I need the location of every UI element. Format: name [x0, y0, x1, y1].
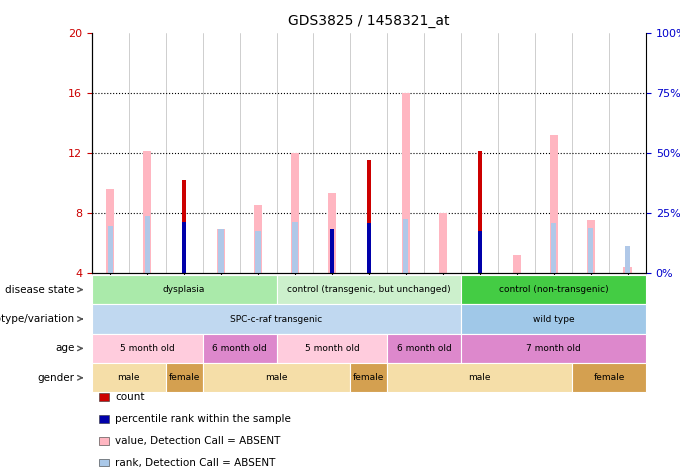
- Text: male: male: [265, 374, 288, 382]
- Text: genotype/variation: genotype/variation: [0, 314, 75, 324]
- Bar: [551, 223, 556, 273]
- Title: GDS3825 / 1458321_at: GDS3825 / 1458321_at: [288, 14, 449, 28]
- Text: 7 month old: 7 month old: [526, 344, 581, 353]
- Text: wild type: wild type: [533, 315, 575, 323]
- Bar: [143, 151, 151, 273]
- Bar: [513, 255, 521, 273]
- Bar: [439, 213, 447, 273]
- Text: control (transgenic, but unchanged): control (transgenic, but unchanged): [287, 285, 451, 294]
- Text: percentile rank within the sample: percentile rank within the sample: [115, 414, 291, 424]
- Bar: [145, 216, 150, 273]
- Bar: [367, 160, 371, 273]
- Text: control (non-transgenic): control (non-transgenic): [499, 285, 609, 294]
- Text: female: female: [353, 374, 385, 382]
- Bar: [549, 135, 558, 273]
- Text: 6 month old: 6 month old: [212, 344, 267, 353]
- Bar: [402, 93, 410, 273]
- Text: female: female: [594, 374, 625, 382]
- Text: count: count: [115, 392, 144, 402]
- Text: disease state: disease state: [5, 284, 75, 295]
- Text: SPC-c-raf transgenic: SPC-c-raf transgenic: [231, 315, 322, 323]
- Bar: [218, 229, 224, 273]
- Text: 5 month old: 5 month old: [120, 344, 175, 353]
- Bar: [292, 222, 298, 273]
- Text: 5 month old: 5 month old: [305, 344, 359, 353]
- Text: age: age: [56, 343, 75, 354]
- Bar: [624, 266, 632, 273]
- Bar: [254, 205, 262, 273]
- Text: value, Detection Call = ABSENT: value, Detection Call = ABSENT: [115, 436, 280, 446]
- Text: female: female: [169, 374, 200, 382]
- Text: male: male: [118, 374, 140, 382]
- Bar: [107, 226, 113, 273]
- Text: 6 month old: 6 month old: [397, 344, 452, 353]
- Text: rank, Detection Call = ABSENT: rank, Detection Call = ABSENT: [115, 457, 275, 468]
- Bar: [328, 193, 336, 273]
- Bar: [403, 219, 409, 273]
- Bar: [625, 246, 630, 273]
- Bar: [588, 228, 593, 273]
- Bar: [478, 231, 481, 273]
- Bar: [256, 231, 260, 273]
- Bar: [587, 220, 594, 273]
- Bar: [291, 153, 299, 273]
- Text: male: male: [469, 374, 491, 382]
- Bar: [478, 151, 481, 273]
- Text: gender: gender: [38, 373, 75, 383]
- Bar: [106, 189, 114, 273]
- Bar: [217, 229, 225, 273]
- Text: dysplasia: dysplasia: [163, 285, 205, 294]
- Bar: [182, 222, 186, 273]
- Bar: [330, 229, 334, 273]
- Bar: [182, 180, 186, 273]
- Bar: [367, 223, 371, 273]
